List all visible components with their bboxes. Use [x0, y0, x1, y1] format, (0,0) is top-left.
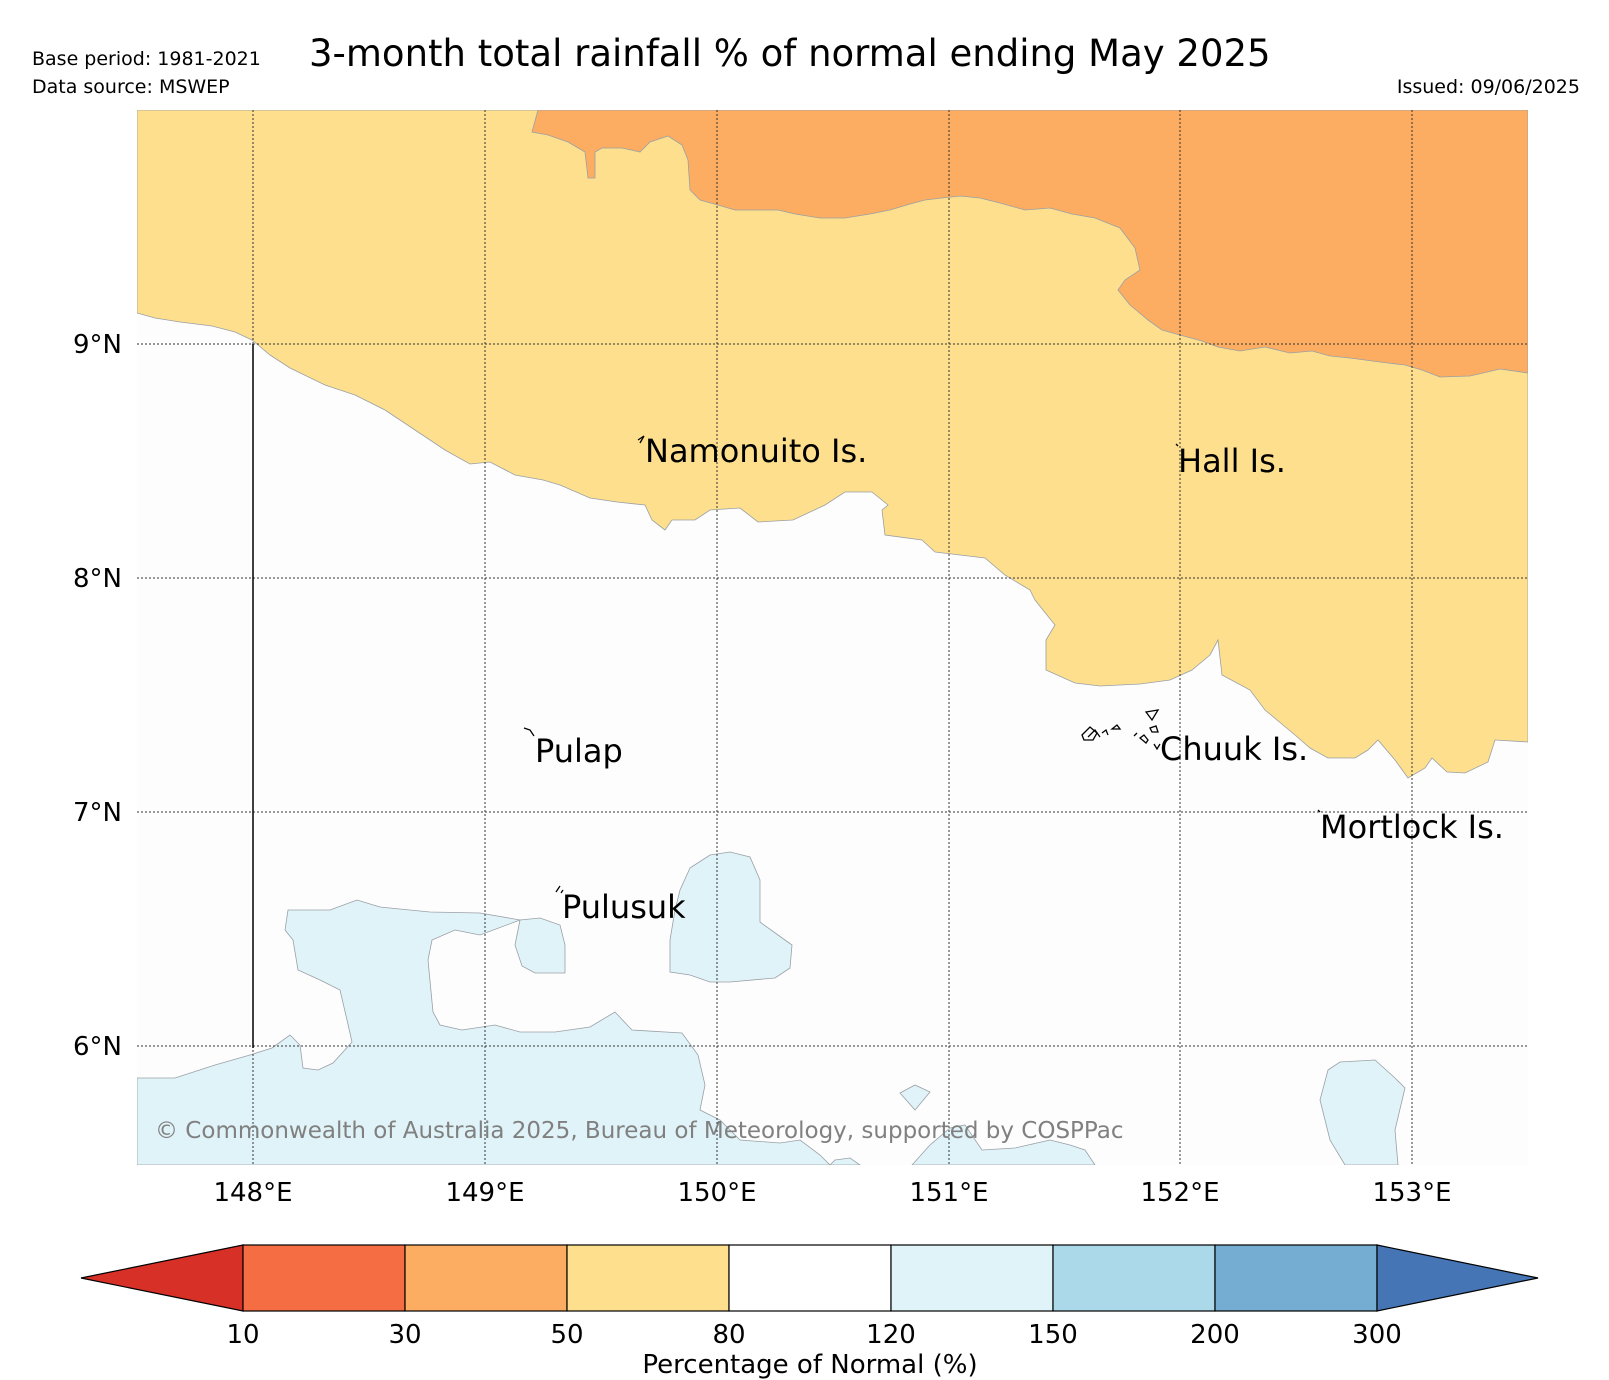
colorbar — [80, 1244, 1539, 1312]
region-120-150-east — [1319, 1059, 1406, 1165]
colorbar-tick-30: 30 — [388, 1320, 421, 1350]
colorbar-bin-80-120 — [728, 1244, 892, 1312]
data-source-label: Data source: MSWEP — [32, 76, 230, 98]
island-mortlock — [1317, 809, 1321, 813]
region-120-150-west — [137, 899, 831, 1165]
colorbar-bin-150-200 — [1052, 1244, 1216, 1312]
lon-tick-label-149e: 149°E — [445, 1178, 524, 1208]
colorbar-bin-10-30 — [242, 1244, 406, 1312]
lon-tick-label-153e: 153°E — [1372, 1178, 1451, 1208]
region-120-150-south-east — [911, 1124, 1096, 1165]
issued-date-label: Issued: 09/06/2025 — [1396, 76, 1580, 98]
island-pulap — [523, 727, 535, 737]
colorbar-tick-50: 50 — [550, 1320, 583, 1350]
colorbar-tick-300: 300 — [1352, 1320, 1402, 1350]
colorbar-extend-high — [1376, 1244, 1539, 1312]
colorbar-bin-200-300 — [1214, 1244, 1378, 1312]
colorbar-tick-150: 150 — [1028, 1320, 1078, 1350]
lon-tick-label-148e: 148°E — [213, 1178, 292, 1208]
colorbar-tick-200: 200 — [1190, 1320, 1240, 1350]
place-label-pulap: Pulap — [535, 732, 623, 770]
lon-tick-label-150e: 150°E — [677, 1178, 756, 1208]
lat-tick-label-9n: 9°N — [73, 330, 122, 360]
colorbar-bin-120-150 — [890, 1244, 1054, 1312]
region-30-50 — [531, 110, 1528, 378]
lat-tick-label-8n: 8°N — [73, 564, 122, 594]
colorbar-bin-30-50 — [404, 1244, 568, 1312]
region-120-150-small — [899, 1084, 931, 1111]
map-title: 3-month total rainfall % of normal endin… — [309, 32, 1271, 75]
copyright-notice: © Commonwealth of Australia 2025, Bureau… — [155, 1118, 1124, 1144]
region-120-150-islet — [514, 917, 566, 974]
place-label-mortlock: Mortlock Is. — [1320, 808, 1504, 846]
island-namonuito — [637, 435, 645, 444]
place-label-chuuk: Chuuk Is. — [1160, 730, 1308, 768]
colorbar-tick-120: 120 — [866, 1320, 916, 1350]
colorbar-tick-10: 10 — [226, 1320, 259, 1350]
colorbar-extend-low — [80, 1244, 244, 1312]
island-hall — [1175, 443, 1179, 447]
lat-tick-label-6n: 6°N — [73, 1032, 122, 1062]
place-label-namonuito: Namonuito Is. — [645, 432, 867, 470]
base-period-label: Base period: 1981-2021 — [32, 48, 261, 70]
place-label-pulusuk: Pulusuk — [562, 888, 686, 926]
colorbar-bin-50-80 — [566, 1244, 730, 1312]
island-outlines — [523, 435, 1321, 894]
island-chuuk-group — [1081, 709, 1161, 751]
colorbar-tick-80: 80 — [712, 1320, 745, 1350]
colorbar-title: Percentage of Normal (%) — [642, 1350, 977, 1380]
region-120-150-central — [669, 851, 793, 983]
island-pulusuk — [555, 885, 564, 894]
lon-tick-label-151e: 151°E — [909, 1178, 988, 1208]
lat-tick-label-7n: 7°N — [73, 798, 122, 828]
lon-tick-label-152e: 152°E — [1140, 1178, 1219, 1208]
place-label-hall: Hall Is. — [1178, 442, 1286, 480]
region-120-150-south-center — [829, 1157, 861, 1165]
